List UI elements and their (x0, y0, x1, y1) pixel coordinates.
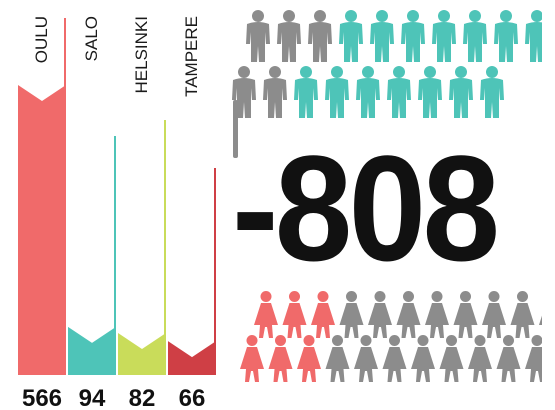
male-person-icon (525, 10, 542, 62)
male-person-icon (325, 66, 349, 118)
female-person-icon (496, 335, 521, 382)
male-person-icon (308, 10, 332, 62)
value-label-oulu: 566 (22, 385, 62, 410)
female-person-icon (325, 335, 350, 382)
male-person-icon (356, 66, 380, 118)
female-person-icon (439, 335, 464, 382)
female-person-icon (268, 335, 293, 382)
bar-oulu (18, 85, 66, 375)
male-person-icon (339, 10, 363, 62)
male-person-icon (246, 10, 270, 62)
male-person-icon (449, 66, 473, 118)
female-person-icon (311, 291, 335, 338)
bar-leader-line-oulu (64, 18, 66, 87)
male-person-icon (370, 10, 394, 62)
category-label-oulu: OULU (32, 16, 51, 63)
male-person-icon (480, 66, 504, 118)
value-label-tampere: 66 (179, 385, 206, 410)
female-person-icon (297, 335, 321, 382)
bar-leader-line-helsinki (164, 120, 166, 335)
male-person-icon (263, 66, 287, 118)
male-person-icon (277, 10, 301, 62)
female-person-icon (525, 335, 542, 382)
male-person-icon (494, 10, 518, 62)
female-person-icon (396, 291, 421, 338)
bar-salo (68, 326, 116, 375)
female-person-icon (368, 291, 392, 338)
category-label-salo: SALO (82, 16, 101, 61)
male-person-icon (418, 66, 442, 118)
female-person-icon (411, 335, 435, 382)
change-total-label: -808 (232, 124, 500, 292)
female-person-icon (482, 291, 506, 338)
female-pictogram-group (240, 291, 542, 382)
male-person-icon (463, 10, 487, 62)
female-person-icon (425, 291, 449, 338)
female-person-icon (339, 291, 364, 338)
value-label-salo: 94 (79, 385, 106, 410)
female-person-icon (354, 335, 378, 382)
female-person-icon (468, 335, 492, 382)
value-label-helsinki: 82 (129, 385, 156, 410)
male-person-icon (432, 10, 456, 62)
female-person-icon (282, 291, 307, 338)
male-person-icon (387, 66, 411, 118)
bar-tampere (168, 341, 216, 375)
category-label-tampere: TAMPERE (182, 16, 201, 97)
female-person-icon (254, 291, 278, 338)
city-bar-chart: OULU 566 SALO 94 HELSINKI 82 TAMPERE 66 (18, 16, 216, 410)
female-person-icon (382, 335, 407, 382)
male-pictogram-group (232, 10, 542, 158)
grey-drip-line (233, 100, 238, 158)
bar-leader-line-salo (114, 136, 116, 329)
bar-helsinki (118, 332, 166, 375)
male-person-icon (401, 10, 425, 62)
female-person-icon (510, 291, 535, 338)
bar-leader-line-tampere (214, 168, 216, 344)
female-person-icon (240, 335, 264, 382)
category-label-helsinki: HELSINKI (132, 16, 151, 93)
female-person-icon (539, 315, 542, 325)
male-person-icon (294, 66, 318, 118)
female-person-icon (453, 291, 478, 338)
